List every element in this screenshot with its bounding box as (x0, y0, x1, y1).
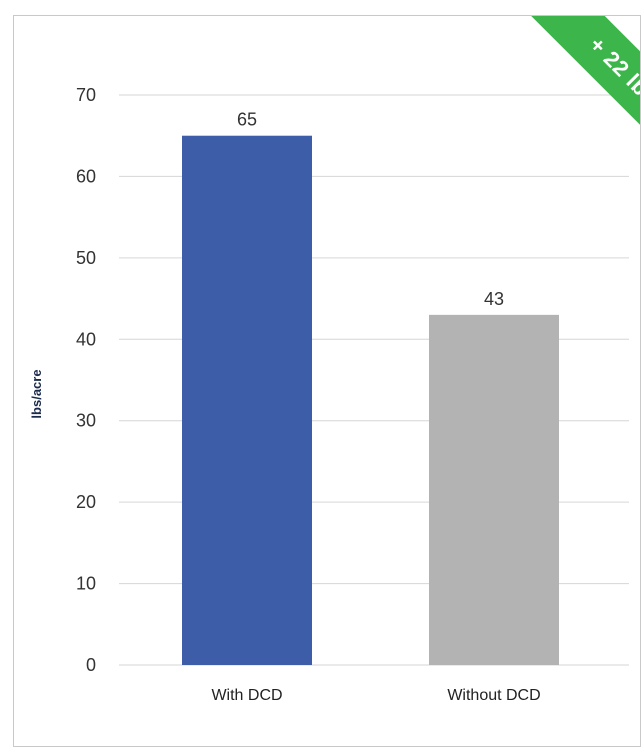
y-tick-label: 30 (76, 411, 96, 431)
chart-frame: 0 10 20 30 40 50 60 70 65 43 With DCD Without DCD… (13, 15, 641, 747)
category-label: Without DCD (447, 687, 540, 704)
y-axis-ticks: 0 10 20 30 40 50 60 70 (76, 85, 96, 675)
data-labels: 65 43 (237, 110, 504, 309)
y-tick-label: 70 (76, 85, 96, 105)
y-tick-label: 40 (76, 329, 96, 349)
y-tick-label: 10 (76, 574, 96, 594)
y-tick-label: 20 (76, 492, 96, 512)
bar (429, 314, 559, 665)
bar-value-label: 65 (237, 110, 257, 130)
y-tick-label: 50 (76, 248, 96, 268)
bar-chart: 0 10 20 30 40 50 60 70 65 43 With DCD Without DCD… (29, 85, 629, 704)
category-label: With DCD (211, 687, 282, 704)
y-tick-label: 60 (76, 166, 96, 186)
y-tick-label: 0 (86, 655, 96, 675)
bar (182, 135, 312, 665)
y-axis-title: lbs/acre (29, 369, 44, 418)
bars (182, 135, 559, 665)
bar-value-label: 43 (484, 289, 504, 309)
x-axis-categories: With DCD Without DCD (211, 687, 540, 704)
